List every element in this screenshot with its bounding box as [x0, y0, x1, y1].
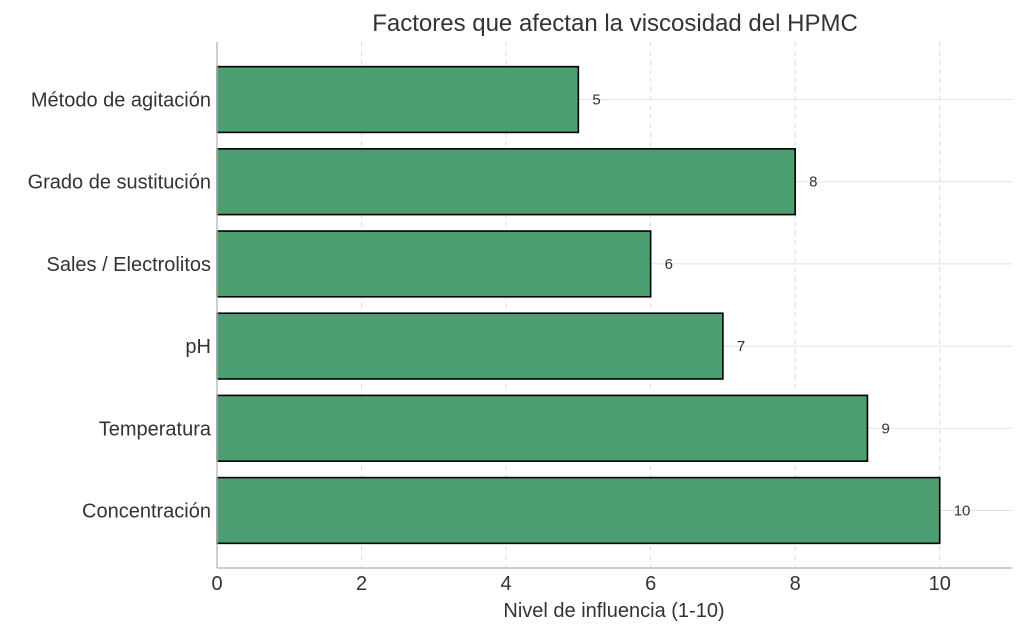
x-tick-label: 6	[645, 573, 656, 595]
bar	[216, 65, 580, 134]
bar-value-label: 6	[665, 256, 673, 273]
x-axis-tick-labels: 0 2 4 6 8 10	[211, 573, 950, 595]
bar-value-label: 8	[809, 174, 817, 191]
bar-value-label: 9	[881, 420, 889, 437]
chart-title: Factores que afectan la viscosidad del H…	[372, 10, 858, 37]
bar	[216, 148, 796, 216]
y-tick-label: Método de agitación	[31, 90, 211, 112]
bar	[216, 230, 652, 298]
x-tick-label: 2	[356, 573, 367, 595]
y-tick-label: Temperatura	[99, 418, 212, 440]
x-tick-label: 4	[501, 573, 512, 595]
bar	[216, 394, 869, 462]
bar-value-label: 5	[592, 92, 600, 109]
bar-value-label: 7	[737, 338, 745, 355]
x-tick-label: 8	[790, 573, 801, 595]
x-tick-label: 10	[929, 573, 951, 595]
y-tick-label: pH	[185, 336, 211, 358]
y-tick-label: Concentración	[82, 500, 211, 522]
x-tick-label: 0	[211, 573, 222, 595]
y-tick-label: Grado de sustitución	[28, 172, 211, 194]
bar	[216, 312, 724, 380]
bars	[216, 65, 941, 545]
y-tick-label: Sales / Electrolitos	[46, 254, 211, 276]
bar-value-label: 10	[954, 502, 971, 519]
x-axis-label: Nivel de influencia (1-10)	[503, 600, 724, 622]
bar-value-labels: 10 9 7 6 8 5	[592, 92, 970, 520]
bar	[216, 476, 941, 545]
y-axis-tick-labels: Concentración Temperatura pH Sales / Electr…	[28, 90, 212, 523]
